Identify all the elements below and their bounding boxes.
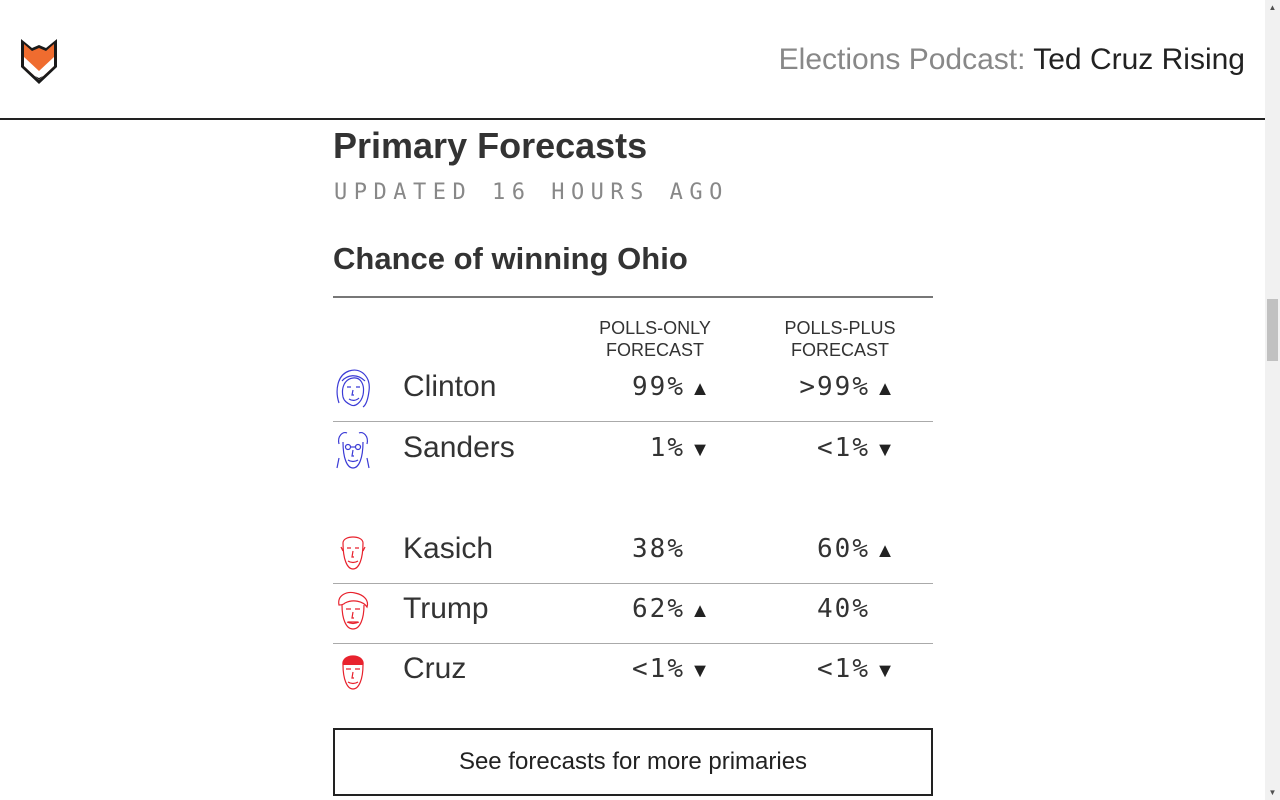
vertical-scrollbar[interactable]: ▲ ▼ [1265, 0, 1280, 800]
polls-plus-value: <1% [817, 433, 870, 463]
trend-up-icon: ▲ [875, 540, 895, 562]
podcast-link[interactable]: Elections Podcast: Ted Cruz Rising [779, 42, 1245, 78]
fox-logo-icon[interactable] [19, 35, 59, 85]
candidate-name: Trump [403, 592, 489, 625]
polls-plus-value: 40% [817, 594, 870, 624]
polls-only-value: 1% [649, 433, 685, 463]
trend-down-icon: ▼ [875, 660, 895, 682]
podcast-title: Ted Cruz Rising [1033, 43, 1245, 76]
trend-down-icon: ▼ [690, 439, 710, 461]
cruz-face-icon [342, 655, 364, 690]
polls-only-value: 38% [632, 534, 685, 564]
clinton-face-icon [336, 369, 370, 408]
trend-down-icon: ▼ [875, 439, 895, 461]
more-primaries-button[interactable]: See forecasts for more primaries [333, 728, 933, 796]
candidate-row-sanders: Sanders 1% ▼ <1% ▼ [333, 422, 933, 482]
trend-up-icon: ▲ [875, 378, 895, 400]
scroll-thumb[interactable] [1267, 299, 1278, 361]
trend-up-icon: ▲ [690, 600, 710, 622]
candidate-row-clinton: Clinton 99% ▲ >99% ▲ [333, 361, 933, 422]
candidate-name: Clinton [403, 370, 497, 403]
polls-only-value: <1% [632, 654, 685, 684]
candidate-row-cruz: Cruz <1% ▼ <1% ▼ [333, 643, 933, 703]
page-title: Primary Forecasts [333, 125, 648, 166]
podcast-prefix: Elections Podcast: [778, 43, 1026, 76]
polls-only-value: 62% [632, 594, 685, 624]
sanders-face-icon [336, 431, 370, 469]
scroll-up-arrow-icon[interactable]: ▲ [1268, 3, 1277, 12]
trump-face-icon [338, 591, 369, 630]
updated-timestamp: UPDATED 16 HOURS AGO [334, 180, 729, 205]
polls-plus-value: >99% [799, 372, 870, 402]
polls-only-value: 99% [632, 372, 685, 402]
candidate-name: Sanders [403, 431, 515, 464]
candidate-name: Cruz [403, 652, 467, 685]
trend-up-icon: ▲ [690, 378, 710, 400]
trend-down-icon: ▼ [690, 660, 710, 682]
polls-plus-value: 60% [817, 534, 870, 564]
table-divider [333, 296, 933, 298]
top-bar: Elections Podcast: Ted Cruz Rising [0, 0, 1265, 120]
kasich-face-icon [340, 536, 366, 570]
polls-plus-value: <1% [817, 654, 870, 684]
scroll-down-arrow-icon[interactable]: ▼ [1268, 788, 1277, 797]
candidate-row-kasich: Kasich 38% 60% ▲ [333, 523, 933, 584]
candidate-name: Kasich [403, 532, 494, 565]
column-header-polls-plus: POLLS-PLUS FORECAST [784, 318, 896, 360]
state-heading: Chance of winning Ohio [333, 241, 688, 276]
candidate-row-trump: Trump 62% ▲ 40% [333, 583, 933, 644]
column-header-polls-only: POLLS-ONLY FORECAST [599, 318, 711, 360]
